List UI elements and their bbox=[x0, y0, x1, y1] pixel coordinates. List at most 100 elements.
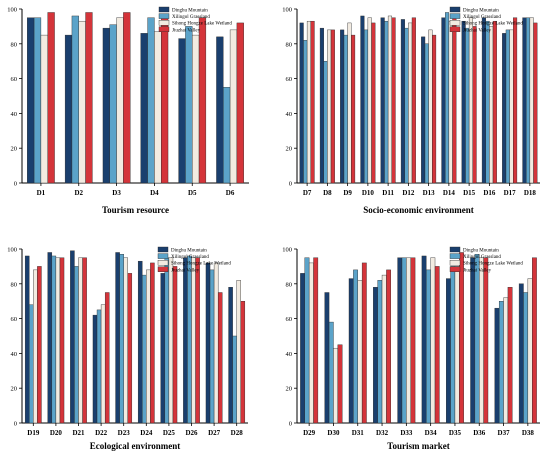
bar-d26-series-1 bbox=[183, 257, 188, 424]
bar-d37-series-4 bbox=[507, 287, 513, 424]
bar-d17-series-4 bbox=[513, 17, 518, 184]
bar-d5-series-4 bbox=[198, 17, 207, 184]
bar-d12-series-2 bbox=[404, 27, 409, 184]
y-tick-label: 40 bbox=[286, 111, 293, 118]
y-tick-label: 0 bbox=[289, 421, 292, 428]
bar-d6-series-3 bbox=[229, 29, 238, 184]
bar-d28-series-2 bbox=[232, 335, 237, 424]
x-tick-label: D12 bbox=[402, 189, 415, 197]
legend-swatch-1 bbox=[158, 6, 170, 13]
bar-d38-series-1 bbox=[518, 283, 524, 424]
bar-d4-series-1 bbox=[140, 33, 148, 184]
bar-d19-series-4 bbox=[37, 266, 42, 424]
bar-d12-series-4 bbox=[411, 17, 416, 184]
legend-label: Dinghu Mountain bbox=[172, 9, 208, 14]
bar-d3-series-2 bbox=[109, 24, 117, 184]
bar-d20-series-2 bbox=[51, 255, 57, 424]
legend-label: Sihong Hongze Lake Wetland bbox=[172, 22, 232, 27]
bar-d7-series-4 bbox=[310, 20, 315, 184]
bar-d11-series-2 bbox=[384, 20, 389, 184]
bar-d24-series-4 bbox=[150, 262, 155, 424]
legend-swatch-3 bbox=[158, 20, 170, 26]
bar-d36-series-3 bbox=[479, 257, 484, 424]
bar-d22-series-3 bbox=[100, 304, 106, 424]
legend-label: Dinghu Mountain bbox=[463, 9, 499, 14]
bar-d34-series-4 bbox=[434, 266, 440, 424]
bar-d3-series-1 bbox=[102, 27, 110, 184]
bar-d14-series-1 bbox=[441, 17, 446, 184]
legend-swatch-4 bbox=[449, 26, 461, 32]
legend-swatch-4 bbox=[449, 266, 461, 272]
chart-panel-3: 0 20 40 60 80 100 D19 D20 D21 D22 D23 D24 D25 D26 D27 D… bbox=[7, 246, 248, 451]
bar-d23-series-1 bbox=[115, 252, 120, 424]
y-tick-label: 20 bbox=[286, 146, 293, 153]
bar-d25-series-1 bbox=[160, 273, 166, 424]
bar-d18-series-2 bbox=[526, 17, 531, 184]
bar-d11-series-4 bbox=[391, 17, 396, 184]
bar-d27-series-4 bbox=[217, 292, 223, 424]
bar-d20-series-4 bbox=[59, 257, 65, 424]
bar-d10-series-1 bbox=[360, 15, 365, 184]
bar-d32-series-2 bbox=[377, 280, 383, 424]
bar-d25-series-3 bbox=[168, 257, 174, 424]
bar-d30-series-2 bbox=[328, 321, 334, 424]
bar-d32-series-4 bbox=[386, 269, 391, 424]
bar-d1-series-2 bbox=[33, 17, 42, 184]
x-tick-label: D31 bbox=[352, 429, 365, 437]
x-tick-label: D1 bbox=[37, 189, 46, 197]
y-tick-label: 20 bbox=[286, 386, 293, 393]
x-tick-label: D2 bbox=[74, 189, 83, 197]
bar-d33-series-3 bbox=[406, 257, 411, 424]
y-tick-label: 60 bbox=[11, 316, 18, 323]
x-tick-label: D25 bbox=[163, 429, 176, 437]
x-tick-label: D32 bbox=[376, 429, 389, 437]
x-tick-label: D10 bbox=[362, 189, 375, 197]
legend-swatch-4 bbox=[157, 266, 169, 272]
bar-d21-series-4 bbox=[82, 257, 87, 424]
bar-d9-series-1 bbox=[340, 29, 345, 184]
bar-d8-series-2 bbox=[323, 61, 328, 184]
x-tick-label: D9 bbox=[343, 189, 352, 197]
bar-d27-series-1 bbox=[205, 262, 211, 424]
bar-d5-series-1 bbox=[178, 38, 186, 184]
x-tick-label: D37 bbox=[498, 429, 511, 437]
bar-d19-series-1 bbox=[24, 255, 30, 424]
bar-d17-series-1 bbox=[502, 33, 507, 184]
x-tick-label: D28 bbox=[231, 429, 244, 437]
bar-d35-series-4 bbox=[459, 252, 464, 424]
y-tick-label: 80 bbox=[11, 41, 18, 48]
y-tick-label: 80 bbox=[286, 41, 293, 48]
bar-d15-series-2 bbox=[465, 27, 470, 184]
x-tick-label: D14 bbox=[443, 189, 456, 197]
chart-panel-4: 0 20 40 60 80 100 D29 D30 D31 D32 D33 D34 D35 D36 D37 D… bbox=[282, 246, 540, 451]
legend-label: Jiuzhai Valley bbox=[172, 28, 201, 33]
bar-d23-series-4 bbox=[127, 273, 133, 424]
bar-d22-series-4 bbox=[104, 292, 110, 424]
bar-d21-series-3 bbox=[78, 257, 83, 424]
legend-label: Xilingol Grassland bbox=[172, 15, 210, 20]
x-tick-label: D6 bbox=[226, 189, 235, 197]
bar-d6-series-1 bbox=[216, 36, 224, 184]
bar-d22-series-2 bbox=[96, 309, 102, 424]
legend-swatch-4 bbox=[158, 26, 170, 32]
bar-d13-series-1 bbox=[421, 36, 426, 184]
bar-d33-series-4 bbox=[410, 257, 416, 424]
bar-d10-series-2 bbox=[364, 29, 369, 184]
legend-label: Sihong Hongze Lake Wetland bbox=[463, 262, 523, 267]
x-tick-label: D22 bbox=[95, 429, 108, 437]
legend-swatch-3 bbox=[449, 20, 461, 26]
bar-d13-series-2 bbox=[424, 43, 429, 184]
y-tick-label: 20 bbox=[11, 146, 18, 153]
bar-d33-series-2 bbox=[401, 257, 407, 424]
x-tick-label: D27 bbox=[208, 429, 221, 437]
legend-label: Sihong Hongze Lake Wetland bbox=[171, 262, 231, 267]
y-tick-label: 40 bbox=[11, 111, 18, 118]
bar-d34-series-3 bbox=[430, 257, 436, 424]
x-tick-label: D35 bbox=[449, 429, 462, 437]
bar-d38-series-4 bbox=[532, 257, 537, 424]
bar-d20-series-3 bbox=[55, 257, 61, 424]
bar-d8-series-3 bbox=[327, 29, 332, 184]
